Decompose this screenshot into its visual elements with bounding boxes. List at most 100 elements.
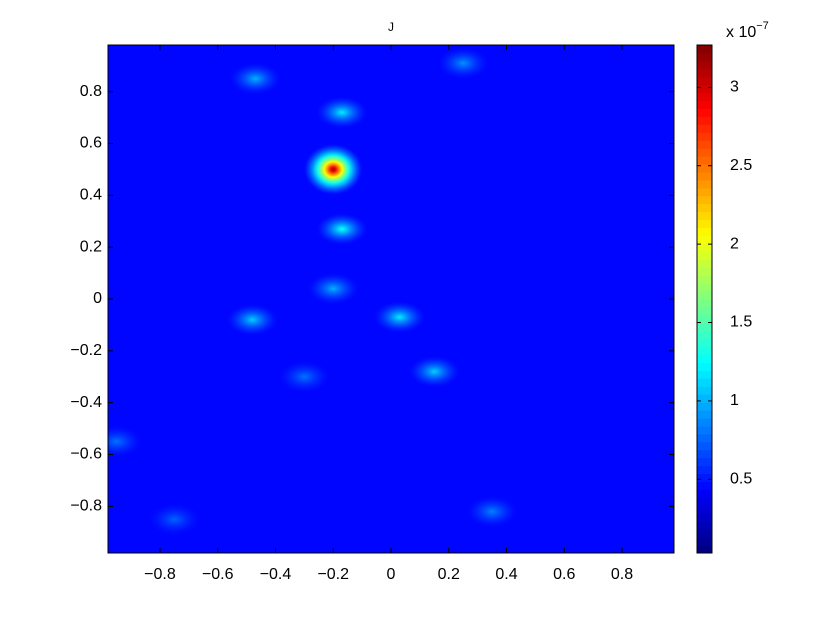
colorbar-cell bbox=[697, 219, 712, 229]
colorbar-cell bbox=[697, 426, 712, 435]
colorbar-cell bbox=[697, 259, 712, 268]
colorbar-cell bbox=[697, 251, 712, 260]
colorbar-cell bbox=[697, 513, 712, 522]
colorbar-cell bbox=[697, 433, 712, 443]
y-tick-label: −0.6 bbox=[70, 446, 102, 463]
colorbar-cell bbox=[697, 465, 712, 475]
colorbar-tick-label: 0.5 bbox=[730, 471, 752, 488]
colorbar-cell bbox=[697, 394, 712, 403]
colorbar-cell bbox=[697, 545, 712, 554]
colorbar-cell bbox=[697, 378, 712, 387]
colorbar-cell bbox=[697, 187, 712, 197]
colorbar-cell bbox=[697, 537, 712, 546]
x-tick-label: 0 bbox=[387, 566, 396, 583]
colorbar-cell bbox=[697, 529, 712, 538]
heat-spot bbox=[315, 213, 368, 246]
y-tick-label: −0.8 bbox=[70, 498, 102, 515]
colorbar-cell bbox=[697, 330, 712, 340]
y-tick-label: −0.2 bbox=[70, 342, 102, 359]
x-tick-label: 0.6 bbox=[553, 566, 575, 583]
colorbar-cell bbox=[697, 156, 712, 165]
colorbar-cell bbox=[697, 314, 712, 324]
colorbar-cell bbox=[697, 275, 712, 284]
colorbar-cell bbox=[697, 195, 712, 205]
colorbar-tick-label: 2 bbox=[730, 235, 739, 252]
colorbar-cell bbox=[697, 124, 712, 133]
colorbar-cell bbox=[697, 497, 712, 506]
colorbar-cell bbox=[697, 354, 712, 363]
y-tick-label: 0 bbox=[93, 290, 102, 307]
colorbar-cell bbox=[697, 291, 712, 300]
colorbar-cell bbox=[697, 283, 712, 292]
heat-spot bbox=[108, 425, 143, 458]
heat-spot bbox=[307, 272, 360, 305]
y-tick-label: 0.4 bbox=[80, 187, 102, 204]
colorbar-cell bbox=[697, 299, 712, 308]
colorbar-cell bbox=[697, 211, 712, 221]
heat-spot bbox=[229, 62, 282, 95]
colorbar-cell bbox=[697, 410, 712, 419]
x-tick-label: −0.6 bbox=[202, 566, 234, 583]
colorbar-cell bbox=[697, 418, 712, 427]
colorbar-cell bbox=[697, 84, 712, 94]
plot-area bbox=[108, 45, 674, 553]
y-tick-label: −0.4 bbox=[70, 394, 102, 411]
colorbar-cell bbox=[697, 362, 712, 371]
heat-spot bbox=[315, 96, 368, 129]
x-tick-label: 0.4 bbox=[495, 566, 517, 583]
x-tick-label: −0.8 bbox=[144, 566, 176, 583]
colorbar-cell bbox=[697, 457, 712, 467]
y-tick-label: 0.6 bbox=[80, 135, 102, 152]
x-tick-label: −0.2 bbox=[317, 566, 349, 583]
colorbar-tick-label: 1.5 bbox=[730, 314, 752, 331]
colorbar-cell bbox=[697, 235, 712, 244]
colorbar-cell bbox=[697, 179, 712, 189]
colorbar-cell bbox=[697, 68, 712, 78]
heat-spot bbox=[303, 143, 364, 196]
colorbar-cell bbox=[697, 386, 712, 395]
colorbar-cell bbox=[697, 370, 712, 379]
chart-title: J bbox=[388, 20, 394, 34]
colorbar-cell bbox=[697, 140, 712, 149]
colorbar-frame bbox=[696, 44, 713, 554]
colorbar-cell bbox=[697, 481, 712, 490]
colorbar-cell bbox=[697, 203, 712, 213]
colorbar-cell bbox=[697, 108, 712, 117]
colorbar bbox=[697, 45, 712, 554]
colorbar-cell bbox=[697, 505, 712, 514]
colorbar-cell bbox=[697, 132, 712, 141]
colorbar-cell bbox=[697, 449, 712, 459]
colorbar-cell bbox=[697, 100, 712, 109]
colorbar-tick-label: 3 bbox=[730, 79, 739, 96]
colorbar-cell bbox=[697, 148, 712, 157]
colorbar-multiplier-base: x 10 bbox=[726, 24, 756, 41]
colorbar-cell bbox=[697, 243, 712, 252]
colorbar-cell bbox=[697, 116, 712, 125]
heatmap-background bbox=[108, 45, 674, 553]
colorbar-cell bbox=[697, 473, 712, 483]
colorbar-cell bbox=[697, 267, 712, 276]
colorbar-exponent: −7 bbox=[756, 20, 769, 32]
colorbar-cell bbox=[697, 402, 712, 411]
colorbar-cell bbox=[697, 227, 712, 236]
colorbar-cell bbox=[697, 172, 712, 181]
x-tick-label: −0.4 bbox=[260, 566, 292, 583]
heat-spot bbox=[278, 360, 331, 393]
heat-spot bbox=[226, 303, 279, 336]
colorbar-multiplier: x 10−7 bbox=[726, 20, 769, 41]
x-tick-label: 0.8 bbox=[611, 566, 633, 583]
colorbar-cell bbox=[697, 306, 712, 316]
colorbar-cell bbox=[697, 60, 712, 70]
colorbar-cell bbox=[697, 338, 712, 348]
heat-spot bbox=[437, 47, 490, 80]
heat-spot bbox=[148, 503, 201, 536]
colorbar-cell bbox=[697, 441, 712, 451]
colorbar-tick-label: 1 bbox=[730, 392, 739, 409]
colorbar-cell bbox=[697, 92, 712, 102]
heat-spot bbox=[408, 355, 461, 388]
y-tick-label: 0.2 bbox=[80, 238, 102, 255]
colorbar-cell bbox=[697, 52, 712, 62]
heat-spot bbox=[373, 301, 426, 334]
colorbar-tick-label: 2.5 bbox=[730, 157, 752, 174]
